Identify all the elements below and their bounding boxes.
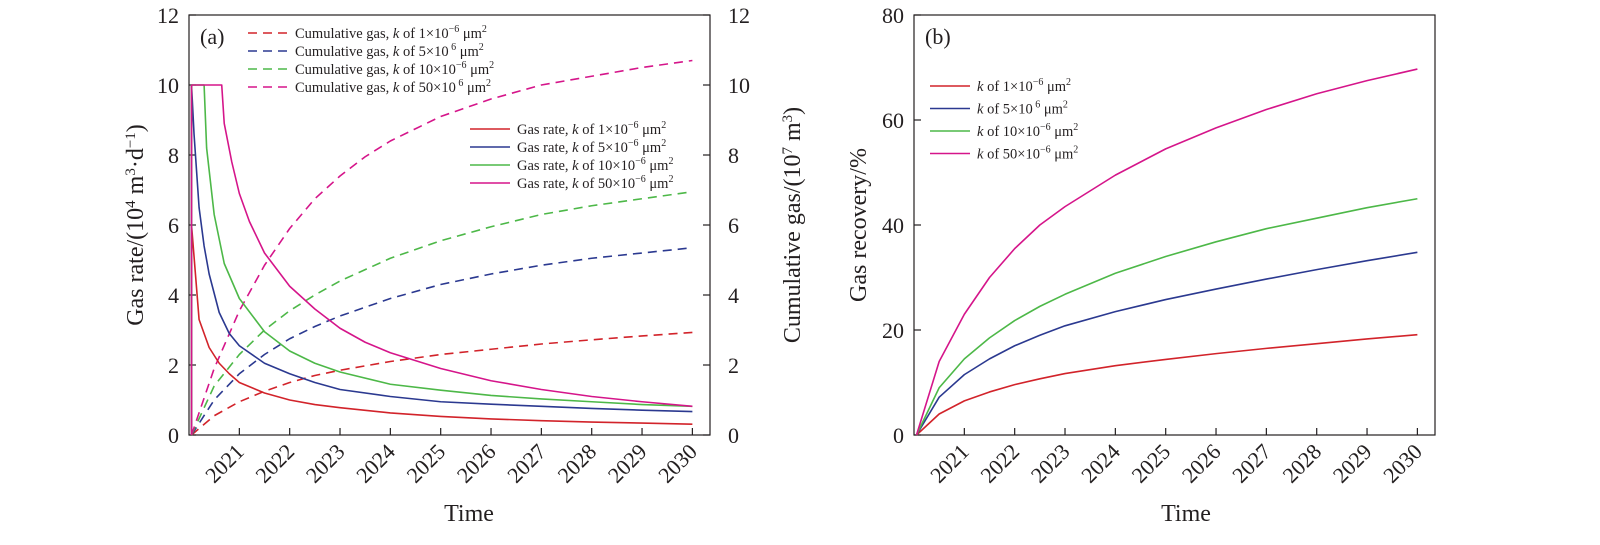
panel-b-legend: k of 1×10−6 μm2 k of 5×10 6 μm2 k of 10×10… bbox=[930, 77, 1078, 163]
panel-a-right-y-tick-label: 8 bbox=[728, 143, 739, 168]
panel-b-x-tick-label: 2023 bbox=[1026, 439, 1075, 488]
cumulative-gas-line-k5 bbox=[190, 246, 693, 436]
panel-a-right-y-ticks: 0 2 4 6 8 10 12 bbox=[703, 3, 750, 448]
panel-a-right-y-tick-label: 2 bbox=[728, 353, 739, 378]
panel-a-left-y-tick-label: 10 bbox=[157, 73, 179, 98]
panel-a-x-tick-label: 2021 bbox=[200, 439, 249, 488]
legend-rate-0-label: Gas rate, k of 1×10−6 μm2 bbox=[517, 120, 666, 138]
cumulative-gas-line-k10 bbox=[190, 190, 693, 436]
panel-a-legend-cumulative: Cumulative gas, k of 1×10−6 μm2Cumulativ… bbox=[248, 24, 494, 96]
panel-a-left-y-tick-label: 12 bbox=[157, 3, 179, 28]
panel-b-x-tick-label: 2024 bbox=[1076, 439, 1125, 488]
panel-b-x-tick-label: 2022 bbox=[975, 439, 1024, 488]
panel-a-x-axis-title: Time bbox=[444, 501, 494, 527]
cumulative-gas-line-k50 bbox=[190, 59, 693, 436]
gas-recovery-line-k50 bbox=[915, 68, 1418, 436]
legend-cumulative-3-label: Cumulative gas, k of 50×10 6 μm2 bbox=[295, 78, 491, 96]
gas-rate-line-k5 bbox=[190, 84, 693, 413]
panel-a: (a) Time Gas rate/(104 m3·d−1) Cumulativ… bbox=[123, 3, 806, 527]
panel-b-y-axis-title: Gas recovery/% bbox=[846, 148, 872, 302]
panel-b-y-tick-label: 40 bbox=[882, 213, 904, 238]
legend-rate-2-label: Gas rate, k of 10×10−6 μm2 bbox=[517, 156, 673, 174]
panel-a-x-tick-label: 2025 bbox=[401, 439, 450, 488]
legend-recovery-1-label: k of 5×10 6 μm2 bbox=[977, 100, 1068, 118]
panel-b-y-tick-label: 60 bbox=[882, 108, 904, 133]
panel-a-x-tick-label: 2023 bbox=[301, 439, 350, 488]
panel-a-right-y-tick-label: 10 bbox=[728, 73, 750, 98]
panel-a-x-tick-label: 2026 bbox=[452, 439, 501, 488]
panel-b-x-axis-title: Time bbox=[1161, 501, 1211, 527]
gas-recovery-line-k5 bbox=[915, 251, 1418, 436]
panel-b-series bbox=[915, 68, 1418, 436]
panel-a-right-y-axis-title: Cumulative gas/(107 m3) bbox=[780, 107, 806, 343]
gas-rate-line-k50 bbox=[191, 84, 693, 408]
panel-a-left-y-axis-title: Gas rate/(104 m3·d−1) bbox=[123, 124, 149, 326]
cumulative-gas-line-k1 bbox=[191, 331, 693, 436]
panel-a-x-ticks: 2021 2022 2023 2024 2025 2026 2027 2028 2029 2030 bbox=[200, 428, 702, 488]
panel-a-x-tick-label: 2029 bbox=[603, 439, 652, 488]
panel-b-y-tick-label: 0 bbox=[893, 423, 904, 448]
panel-a-left-y-tick-label: 0 bbox=[168, 423, 179, 448]
panel-a-right-y-tick-label: 4 bbox=[728, 283, 739, 308]
panel-b-x-tick-label: 2030 bbox=[1378, 439, 1427, 488]
panel-b-x-ticks: 2021 2022 2023 2024 2025 2026 2027 2028 2029 2030 bbox=[925, 428, 1427, 488]
panel-a-right-y-tick-label: 6 bbox=[728, 213, 739, 238]
gas-recovery-line-k1 bbox=[915, 333, 1418, 436]
legend-cumulative-0-label: Cumulative gas, k of 1×10−6 μm2 bbox=[295, 24, 487, 42]
panel-a-plot-frame bbox=[188, 14, 711, 436]
panel-b-plot-frame bbox=[913, 14, 1436, 436]
panel-a-left-y-tick-label: 2 bbox=[168, 353, 179, 378]
legend-recovery-2-label: k of 10×10−6 μm2 bbox=[977, 122, 1078, 140]
panel-a-label: (a) bbox=[200, 24, 224, 49]
gas-rate-line-k1 bbox=[190, 224, 693, 425]
legend-cumulative-2-label: Cumulative gas, k of 10×10−6 μm2 bbox=[295, 60, 494, 78]
legend-rate-3-label: Gas rate, k of 50×10−6 μm2 bbox=[517, 174, 673, 192]
panel-a-x-tick-label: 2030 bbox=[653, 439, 702, 488]
panel-a-left-y-tick-label: 4 bbox=[168, 283, 179, 308]
legend-cumulative-1-label: Cumulative gas, k of 5×10 6 μm2 bbox=[295, 42, 484, 60]
panel-b-x-tick-label: 2029 bbox=[1328, 439, 1377, 488]
panel-b-label: (b) bbox=[925, 24, 951, 49]
legend-recovery-3-label: k of 50×10−6 μm2 bbox=[977, 145, 1078, 163]
gas-recovery-line-k10 bbox=[915, 197, 1418, 436]
panel-b-y-ticks: 0 20 40 60 80 bbox=[882, 3, 921, 448]
panel-a-left-y-ticks: 0 2 4 6 8 10 12 bbox=[157, 3, 196, 448]
panel-b-y-tick-label: 20 bbox=[882, 318, 904, 343]
panel-a-x-tick-label: 2027 bbox=[502, 439, 551, 488]
panel-b-x-tick-label: 2026 bbox=[1177, 439, 1226, 488]
panel-a-x-tick-label: 2022 bbox=[250, 439, 299, 488]
panel-a-left-y-tick-label: 6 bbox=[168, 213, 179, 238]
panel-a-left-y-tick-label: 8 bbox=[168, 143, 179, 168]
panel-b-x-tick-label: 2027 bbox=[1227, 439, 1276, 488]
legend-rate-1-label: Gas rate, k of 5×10−6 μm2 bbox=[517, 138, 666, 156]
panel-a-right-y-tick-label: 12 bbox=[728, 3, 750, 28]
panel-a-series bbox=[190, 59, 693, 436]
panel-a-x-tick-label: 2028 bbox=[552, 439, 601, 488]
panel-a-x-tick-label: 2024 bbox=[351, 439, 400, 488]
panel-b-x-tick-label: 2025 bbox=[1126, 439, 1175, 488]
panel-a-right-y-tick-label: 0 bbox=[728, 423, 739, 448]
panel-b-x-tick-label: 2021 bbox=[925, 439, 974, 488]
gas-rate-line-k10 bbox=[191, 84, 693, 408]
panel-b-y-tick-label: 80 bbox=[882, 3, 904, 28]
legend-recovery-0-label: k of 1×10−6 μm2 bbox=[977, 77, 1071, 95]
panel-b-x-tick-label: 2028 bbox=[1277, 439, 1326, 488]
